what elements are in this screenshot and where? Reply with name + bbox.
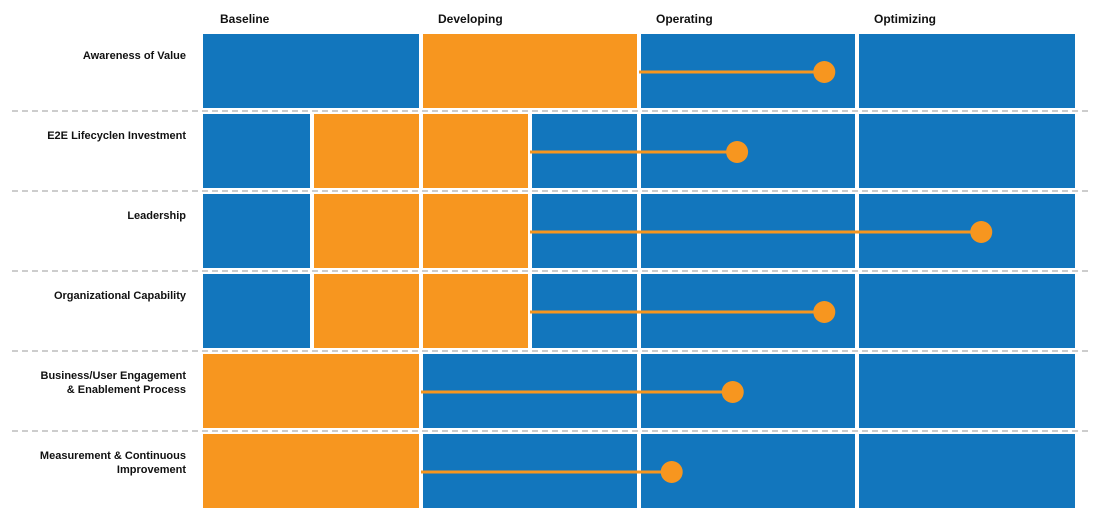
current-range-segment [314, 194, 419, 268]
current-range-segment [423, 34, 637, 108]
current-range-segment [423, 274, 528, 348]
target-marker [813, 61, 836, 83]
current-range-segment [203, 434, 419, 508]
stage-cell [859, 434, 1075, 508]
row-label: Measurement & Continuous [40, 450, 186, 462]
stage-header-baseline: Baseline [220, 12, 270, 26]
current-range-segment [423, 194, 528, 268]
target-marker [813, 301, 836, 323]
stage-cell [859, 354, 1075, 428]
stage-cell [859, 274, 1075, 348]
stage-cell [203, 34, 419, 108]
current-range-segment [314, 114, 419, 188]
stage-header-operating: Operating [656, 12, 713, 26]
stage-cell [859, 34, 1075, 108]
target-marker [726, 141, 749, 163]
row-label: Leadership [127, 210, 186, 222]
stage-cell [859, 114, 1075, 188]
stage-cell [203, 274, 310, 348]
stage-cell [203, 194, 310, 268]
row-label: & Enablement Process [67, 384, 186, 396]
row-label: Organizational Capability [54, 290, 187, 302]
stage-cell [203, 114, 310, 188]
target-marker [970, 221, 993, 243]
target-marker [721, 381, 744, 403]
target-marker [660, 461, 683, 483]
row-label: E2E Lifecyclen Investment [47, 130, 186, 142]
stage-header-developing: Developing [438, 12, 503, 26]
row-label: Improvement [117, 464, 186, 476]
row-label: Business/User Engagement [41, 370, 187, 382]
stage-header-optimizing: Optimizing [874, 12, 936, 26]
row-label: Awareness of Value [83, 50, 186, 62]
current-range-segment [314, 274, 419, 348]
current-range-segment [423, 114, 528, 188]
current-range-segment [203, 354, 419, 428]
